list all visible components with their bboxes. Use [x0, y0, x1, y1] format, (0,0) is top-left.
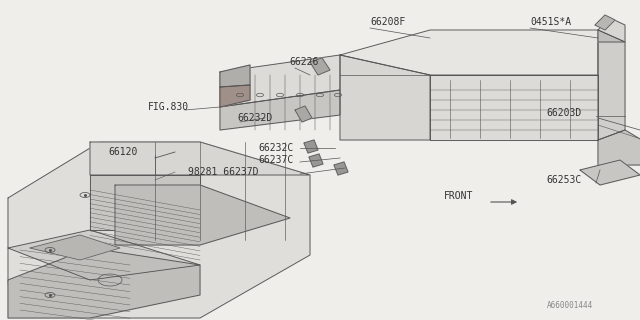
Polygon shape [598, 30, 625, 42]
Polygon shape [310, 58, 330, 75]
Polygon shape [304, 140, 318, 153]
Polygon shape [220, 90, 340, 130]
Text: 98281 66237D: 98281 66237D [188, 167, 259, 177]
Polygon shape [430, 75, 598, 140]
Text: 66232C: 66232C [258, 143, 293, 153]
Polygon shape [340, 55, 430, 140]
Polygon shape [90, 142, 310, 175]
Text: FRONT: FRONT [444, 191, 474, 201]
Text: A660001444: A660001444 [547, 300, 593, 309]
Polygon shape [295, 106, 312, 122]
Polygon shape [8, 142, 310, 318]
Text: 66226: 66226 [289, 57, 318, 67]
Text: 66120: 66120 [108, 147, 138, 157]
Polygon shape [8, 230, 200, 280]
Polygon shape [220, 55, 340, 107]
Polygon shape [598, 130, 640, 165]
Text: 66237C: 66237C [258, 155, 293, 165]
Text: 66208F: 66208F [370, 17, 405, 27]
Polygon shape [598, 30, 625, 140]
Polygon shape [30, 235, 120, 260]
Text: 66232D: 66232D [237, 113, 272, 123]
Polygon shape [8, 248, 200, 318]
Polygon shape [598, 18, 625, 42]
Polygon shape [115, 185, 290, 245]
Polygon shape [220, 85, 250, 107]
Polygon shape [90, 175, 200, 230]
Text: FIG.830: FIG.830 [148, 102, 189, 112]
Text: 66253C: 66253C [546, 175, 581, 185]
Polygon shape [309, 154, 323, 167]
Polygon shape [220, 65, 250, 87]
Polygon shape [595, 15, 615, 30]
Polygon shape [334, 162, 348, 175]
Text: 66203D: 66203D [546, 108, 581, 118]
Text: 0451S*A: 0451S*A [530, 17, 571, 27]
Polygon shape [580, 160, 640, 185]
Polygon shape [340, 30, 598, 75]
